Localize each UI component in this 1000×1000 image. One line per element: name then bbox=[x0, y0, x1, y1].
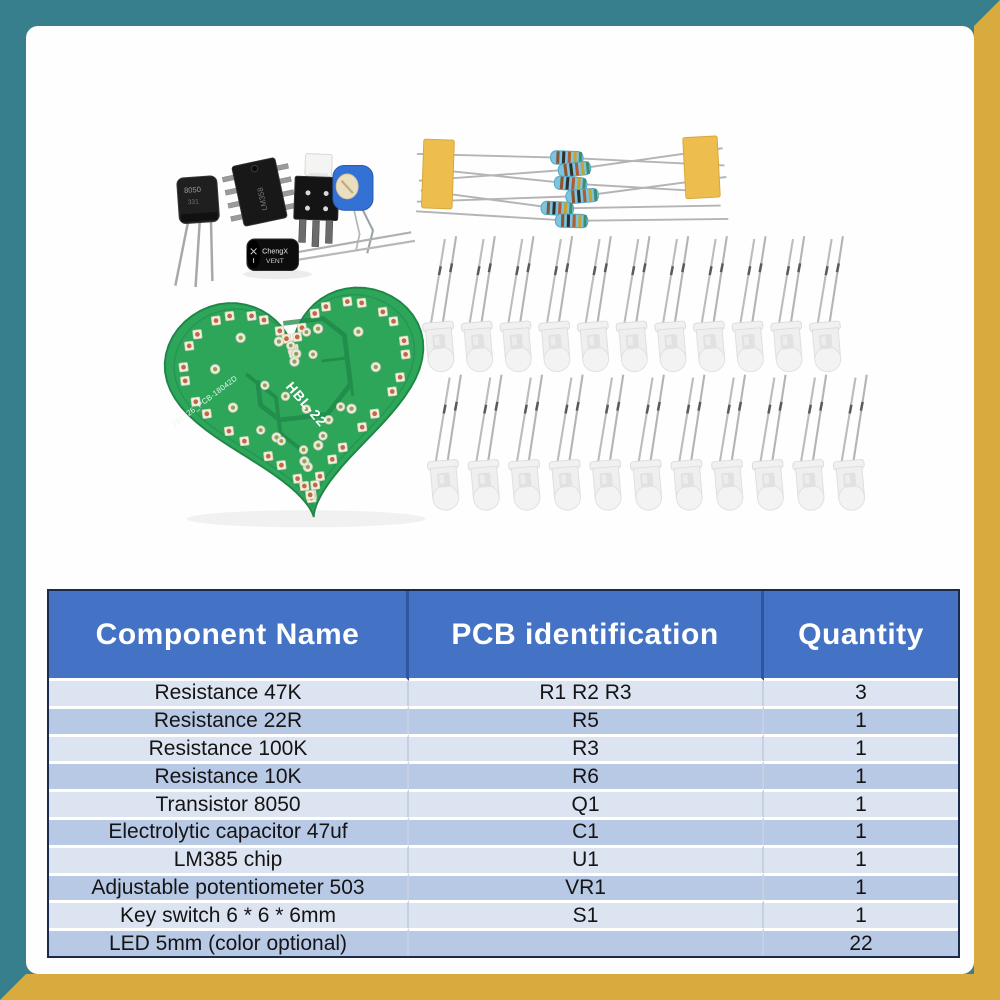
tape-left bbox=[421, 138, 455, 210]
pcb-id-cell: C1 bbox=[409, 816, 764, 845]
component-name-cell: LM385 chip bbox=[49, 844, 409, 873]
table-row: Resistance 100K R3 1 bbox=[49, 733, 958, 762]
led-5mm bbox=[654, 236, 690, 373]
pcb-id-cell: R3 bbox=[409, 733, 764, 762]
pcb-id-cell: S1 bbox=[409, 900, 764, 929]
resistor bbox=[557, 160, 592, 178]
led-5mm bbox=[589, 374, 625, 511]
led-5mm bbox=[731, 236, 767, 373]
resistor bbox=[540, 200, 575, 217]
led-row-top bbox=[422, 236, 844, 373]
quantity-cell: 1 bbox=[764, 900, 958, 929]
led-5mm bbox=[615, 236, 651, 373]
led-5mm bbox=[670, 374, 706, 511]
transistor-marking: 8050 bbox=[184, 185, 202, 195]
table-row: Adjustable potentiometer 503 VR1 1 bbox=[49, 872, 958, 901]
component-name-cell: Resistance 47K bbox=[49, 681, 409, 706]
component-name-cell: Resistance 10K bbox=[49, 761, 409, 790]
heart-shadow bbox=[186, 510, 426, 528]
led-5mm bbox=[711, 374, 747, 511]
led-5mm bbox=[422, 236, 458, 373]
resistor bbox=[553, 175, 588, 192]
pcb-id-cell: Q1 bbox=[409, 789, 764, 817]
quantity-cell: 3 bbox=[764, 681, 958, 706]
table-row: Resistance 22R R5 1 bbox=[49, 705, 958, 734]
table-row: Key switch 6 * 6 * 6mm S1 1 bbox=[49, 900, 958, 929]
trimmer-potentiometer bbox=[332, 164, 375, 254]
kit-photo: 8050 331 LM358 bbox=[163, 135, 868, 528]
component-name-cell: Transistor 8050 bbox=[49, 789, 409, 817]
resistor bbox=[565, 187, 599, 204]
led-5mm bbox=[770, 236, 806, 373]
pcb-pads bbox=[178, 296, 411, 504]
table-row: Resistance 10K R6 1 bbox=[49, 761, 958, 790]
led-5mm bbox=[499, 236, 535, 373]
component-name-cell: Key switch 6 * 6 * 6mm bbox=[49, 900, 409, 929]
led-5mm bbox=[460, 236, 496, 373]
table-row: Electrolytic capacitor 47uf C1 1 bbox=[49, 816, 958, 845]
quantity-cell: 1 bbox=[764, 789, 958, 817]
quantity-cell: 1 bbox=[764, 733, 958, 762]
key-switch bbox=[293, 153, 340, 248]
led-5mm bbox=[630, 374, 665, 511]
table-row: Resistance 47K R1 R2 R3 3 bbox=[49, 681, 958, 706]
quantity-cell: 1 bbox=[764, 761, 958, 790]
led-5mm bbox=[809, 236, 844, 373]
quantity-cell: 1 bbox=[764, 872, 958, 901]
table-row: LED 5mm (color optional) 22 bbox=[49, 928, 958, 956]
quantity-cell: 1 bbox=[764, 844, 958, 873]
led-5mm bbox=[538, 236, 574, 373]
led-5mm bbox=[548, 374, 584, 511]
led-5mm bbox=[751, 374, 787, 511]
table-row: Transistor 8050 Q1 1 bbox=[49, 789, 958, 817]
led-5mm bbox=[467, 374, 503, 511]
led-5mm bbox=[832, 374, 868, 511]
quantity-cell: 1 bbox=[764, 705, 958, 734]
header-component-name: Component Name bbox=[49, 591, 409, 681]
pcb-id-cell: U1 bbox=[409, 844, 764, 873]
component-name-cell: Resistance 100K bbox=[49, 733, 409, 762]
header-quantity: Quantity bbox=[764, 591, 958, 681]
component-table: Component Name PCB identification Quanti… bbox=[47, 589, 960, 958]
component-name-cell: Electrolytic capacitor 47uf bbox=[49, 816, 409, 845]
led-5mm bbox=[792, 374, 828, 511]
pcb-id-cell bbox=[409, 928, 764, 956]
capacitor-brand-label: ChengX bbox=[262, 247, 288, 255]
led-5mm bbox=[577, 236, 612, 373]
electrolytic-capacitor: ChengX VENT bbox=[243, 231, 416, 280]
pcb-id-cell: R1 R2 R3 bbox=[409, 681, 764, 706]
capacitor-vent-label: VENT bbox=[266, 258, 284, 265]
led-5mm bbox=[427, 374, 462, 511]
quantity-cell: 22 bbox=[764, 928, 958, 956]
component-name-cell: Adjustable potentiometer 503 bbox=[49, 872, 409, 901]
ic-chip: LM358 bbox=[221, 157, 298, 227]
content-area: 8050 331 LM358 bbox=[26, 26, 974, 974]
table-row: LM385 chip U1 1 bbox=[49, 844, 958, 873]
pcb-id-cell: VR1 bbox=[409, 872, 764, 901]
pcb-id-cell: R6 bbox=[409, 761, 764, 790]
header-pcb-identification: PCB identification bbox=[409, 591, 764, 681]
svg-text:331: 331 bbox=[188, 199, 200, 207]
led-row-bottom bbox=[427, 374, 868, 511]
led-5mm bbox=[508, 374, 544, 511]
heart-pcb bbox=[163, 286, 425, 518]
table-header-row: Component Name PCB identification Quanti… bbox=[49, 591, 958, 681]
tape-right bbox=[682, 135, 721, 200]
resistor bbox=[554, 213, 589, 229]
led-5mm bbox=[693, 236, 728, 373]
pcb-id-cell: R5 bbox=[409, 705, 764, 734]
component-name-cell: Resistance 22R bbox=[49, 705, 409, 734]
component-name-cell: LED 5mm (color optional) bbox=[49, 928, 409, 956]
transistor: 8050 331 bbox=[174, 175, 220, 288]
quantity-cell: 1 bbox=[764, 816, 958, 845]
resistor-bundle bbox=[415, 147, 729, 229]
